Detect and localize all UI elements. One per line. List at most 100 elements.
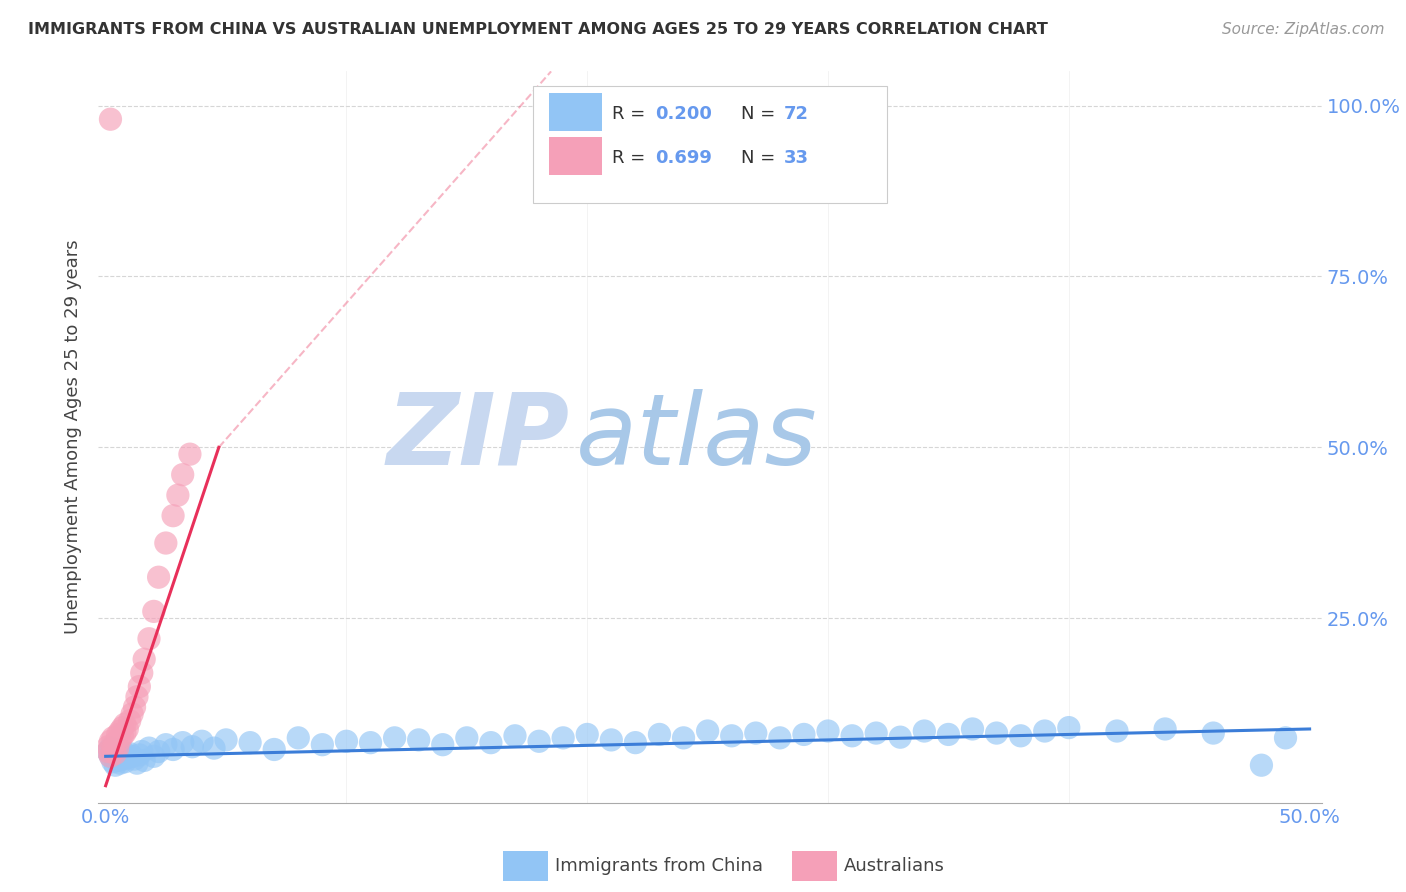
Point: [202, 741, 225, 756]
Text: Australians: Australians: [844, 857, 945, 875]
Point: [179, 447, 201, 461]
Point: [648, 727, 671, 741]
Point: [624, 736, 647, 750]
Point: [100, 112, 122, 127]
Point: [117, 750, 139, 764]
Point: [97, 739, 120, 754]
Point: [108, 732, 131, 747]
Point: [1154, 722, 1177, 736]
Point: [107, 741, 129, 756]
Point: [793, 727, 815, 741]
Text: Immigrants from China: Immigrants from China: [555, 857, 763, 875]
Point: [134, 652, 156, 666]
Text: R =: R =: [612, 149, 651, 167]
Point: [111, 752, 134, 766]
Point: [100, 749, 122, 764]
FancyBboxPatch shape: [533, 86, 887, 203]
Point: [384, 731, 406, 745]
Point: [817, 724, 839, 739]
Point: [125, 756, 148, 771]
Point: [962, 722, 984, 736]
Point: [263, 742, 285, 756]
Point: [134, 753, 156, 767]
Point: [1010, 729, 1032, 743]
Point: [111, 744, 134, 758]
Point: [1057, 721, 1080, 735]
Point: [745, 726, 768, 740]
Point: [121, 706, 143, 721]
FancyBboxPatch shape: [548, 137, 602, 175]
Text: IMMIGRANTS FROM CHINA VS AUSTRALIAN UNEMPLOYMENT AMONG AGES 25 TO 29 YEARS CORRE: IMMIGRANTS FROM CHINA VS AUSTRALIAN UNEM…: [28, 22, 1047, 37]
Point: [100, 749, 122, 764]
Point: [117, 722, 139, 736]
Text: Source: ZipAtlas.com: Source: ZipAtlas.com: [1222, 22, 1385, 37]
Point: [118, 747, 141, 761]
Point: [104, 736, 127, 750]
Point: [114, 726, 136, 740]
Point: [215, 732, 238, 747]
Point: [138, 741, 160, 756]
Point: [360, 736, 382, 750]
Point: [108, 724, 131, 739]
Point: [600, 732, 623, 747]
Point: [124, 700, 146, 714]
Point: [432, 738, 454, 752]
Point: [138, 632, 160, 646]
Point: [142, 604, 165, 618]
Point: [167, 488, 190, 502]
Text: 33: 33: [783, 149, 808, 167]
Text: atlas: atlas: [575, 389, 817, 485]
Point: [172, 736, 194, 750]
Point: [108, 747, 131, 762]
Point: [553, 731, 575, 745]
Text: 72: 72: [783, 104, 808, 123]
Point: [101, 742, 124, 756]
Point: [456, 731, 478, 745]
Text: 0.699: 0.699: [655, 149, 711, 167]
Point: [1033, 724, 1056, 739]
Point: [672, 731, 695, 745]
Point: [124, 752, 146, 766]
Point: [114, 717, 136, 731]
Point: [148, 745, 170, 759]
Point: [101, 755, 124, 769]
Point: [938, 727, 960, 741]
Point: [97, 745, 120, 759]
Point: [111, 721, 134, 735]
Point: [101, 731, 124, 745]
Point: [720, 729, 742, 743]
Text: N =: N =: [741, 149, 780, 167]
Point: [172, 467, 194, 482]
Point: [118, 714, 141, 728]
Point: [155, 738, 177, 752]
Point: [865, 726, 887, 740]
Point: [986, 726, 1008, 740]
Point: [503, 729, 526, 743]
Text: 0.200: 0.200: [655, 104, 711, 123]
Point: [155, 536, 177, 550]
Point: [108, 756, 131, 771]
Text: N =: N =: [741, 104, 780, 123]
Point: [121, 749, 143, 764]
Point: [1202, 726, 1225, 740]
Point: [311, 738, 333, 752]
Point: [181, 739, 204, 754]
FancyBboxPatch shape: [548, 94, 602, 131]
Point: [104, 751, 127, 765]
Point: [1105, 724, 1128, 739]
Point: [841, 729, 863, 743]
Point: [576, 727, 599, 741]
Y-axis label: Unemployment Among Ages 25 to 29 years: Unemployment Among Ages 25 to 29 years: [65, 240, 83, 634]
Point: [104, 747, 127, 761]
Point: [162, 742, 184, 756]
Point: [335, 734, 357, 748]
Point: [162, 508, 184, 523]
Point: [912, 724, 935, 739]
Point: [889, 730, 911, 744]
Point: [479, 736, 502, 750]
Text: R =: R =: [612, 104, 651, 123]
Point: [101, 747, 124, 761]
Point: [696, 724, 718, 739]
Point: [191, 734, 214, 748]
Point: [100, 741, 122, 756]
